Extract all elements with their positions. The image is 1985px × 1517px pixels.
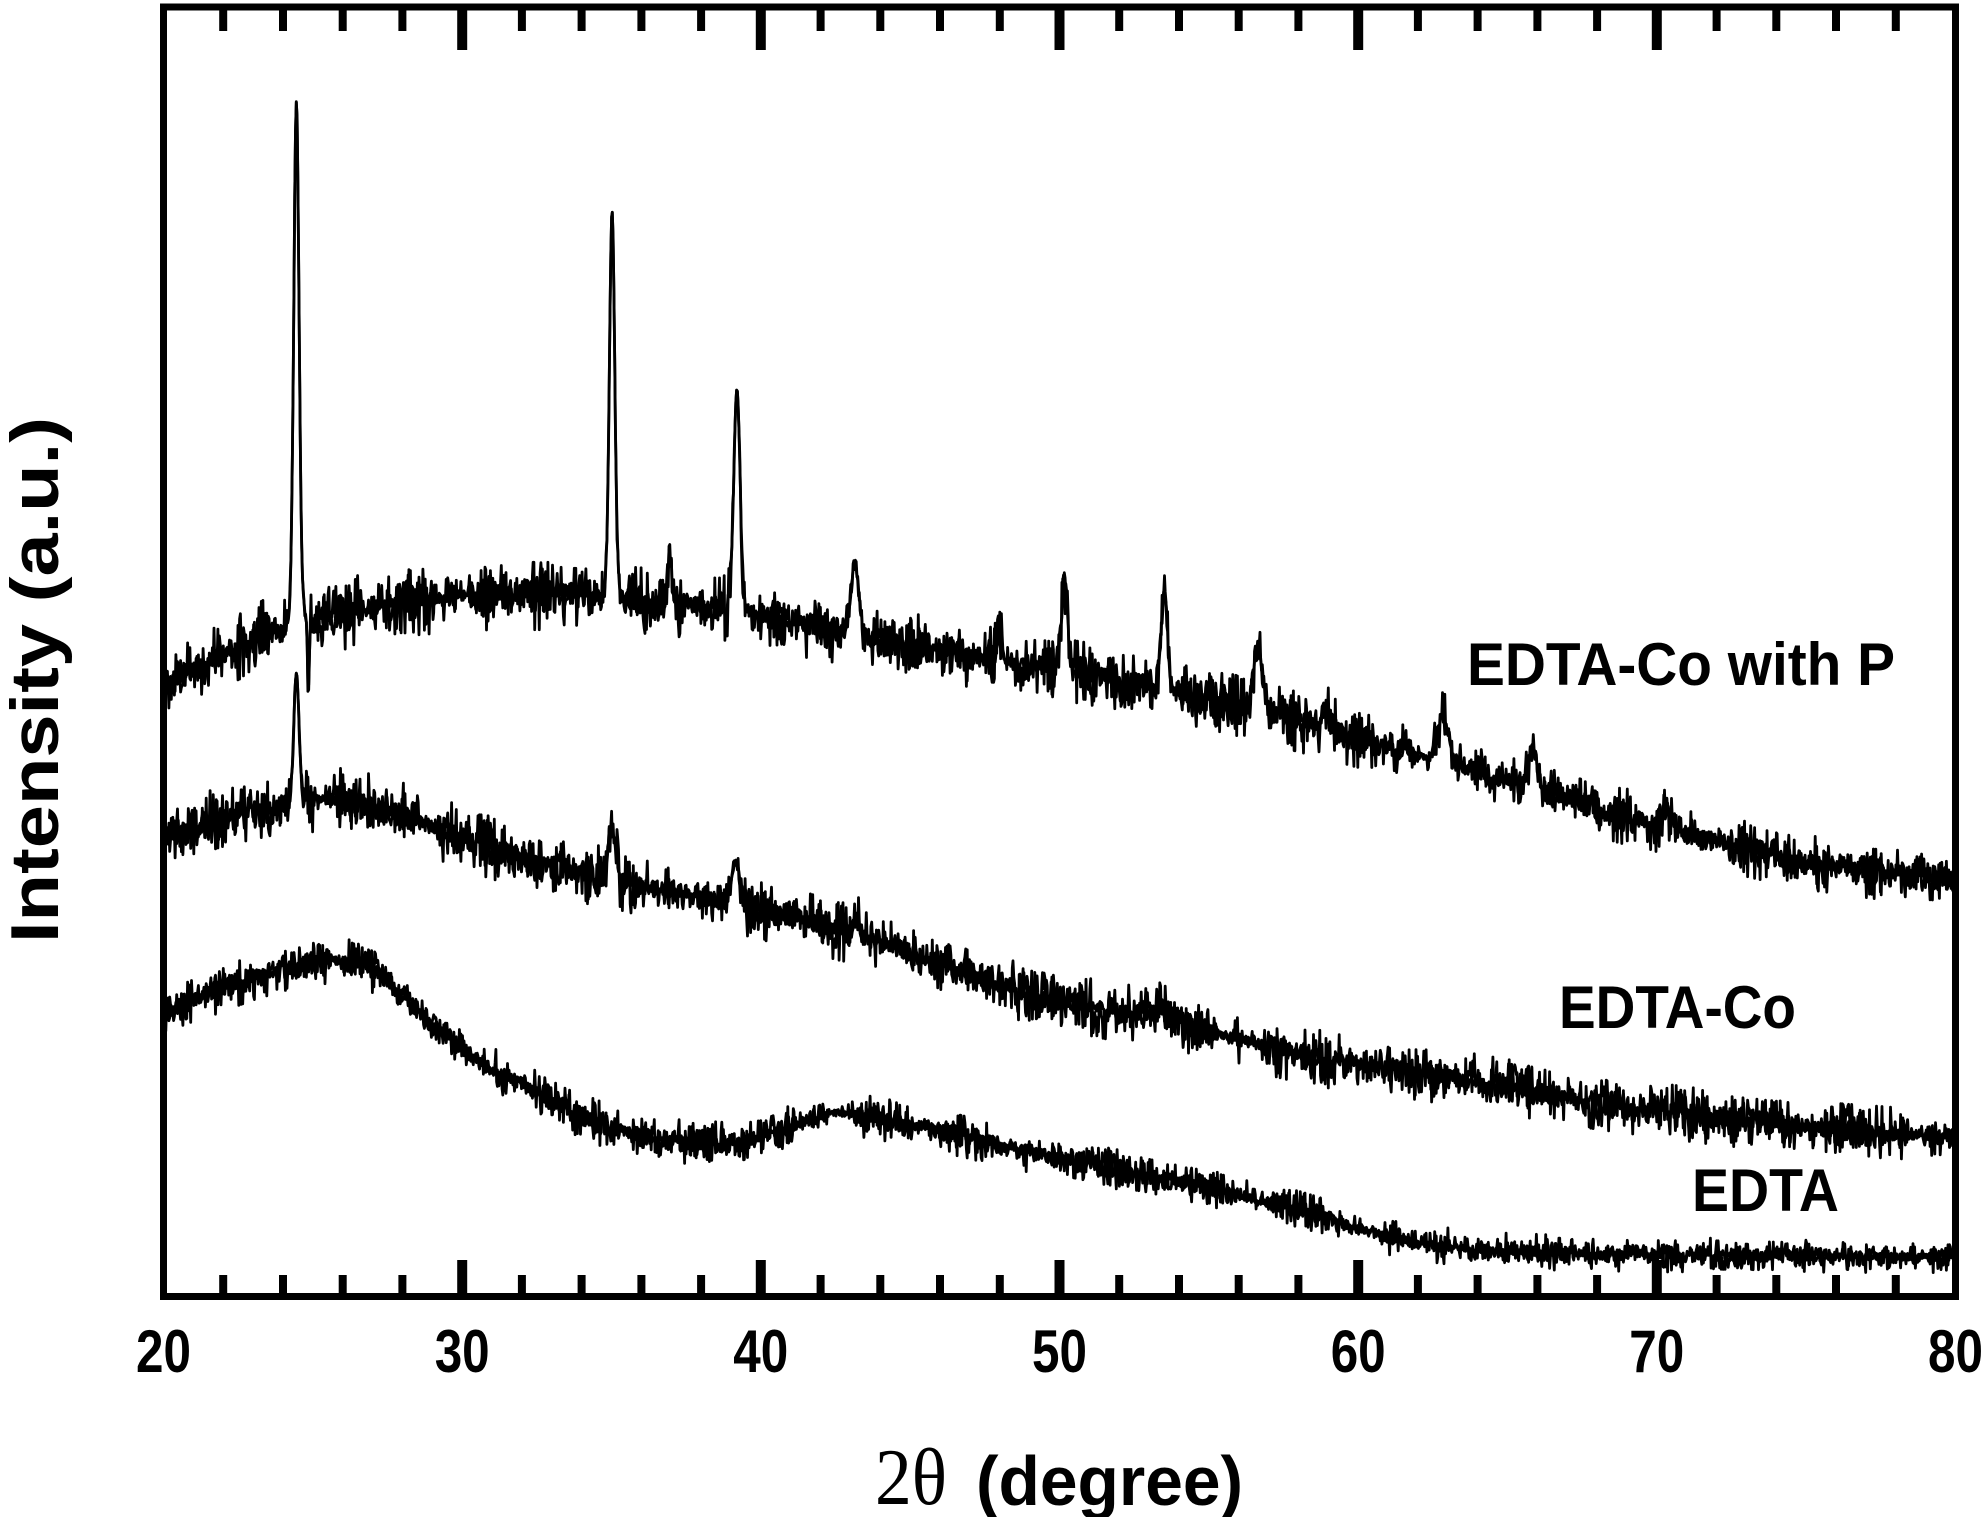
svg-text:30: 30 — [435, 1318, 490, 1385]
svg-text:EDTA-Co with P: EDTA-Co with P — [1467, 631, 1895, 698]
svg-text:EDTA: EDTA — [1692, 1157, 1839, 1224]
svg-text:60: 60 — [1331, 1318, 1386, 1385]
svg-text:Intensity (a.u.): Intensity (a.u.) — [0, 417, 73, 943]
svg-text:EDTA-Co: EDTA-Co — [1559, 974, 1796, 1041]
svg-text:50: 50 — [1032, 1318, 1087, 1385]
svg-text:20: 20 — [136, 1318, 191, 1385]
svg-text:2θ: 2θ — [875, 1434, 947, 1517]
svg-text:(degree): (degree) — [976, 1442, 1243, 1517]
svg-text:80: 80 — [1928, 1318, 1983, 1385]
svg-text:40: 40 — [733, 1318, 788, 1385]
svg-text:70: 70 — [1629, 1318, 1684, 1385]
